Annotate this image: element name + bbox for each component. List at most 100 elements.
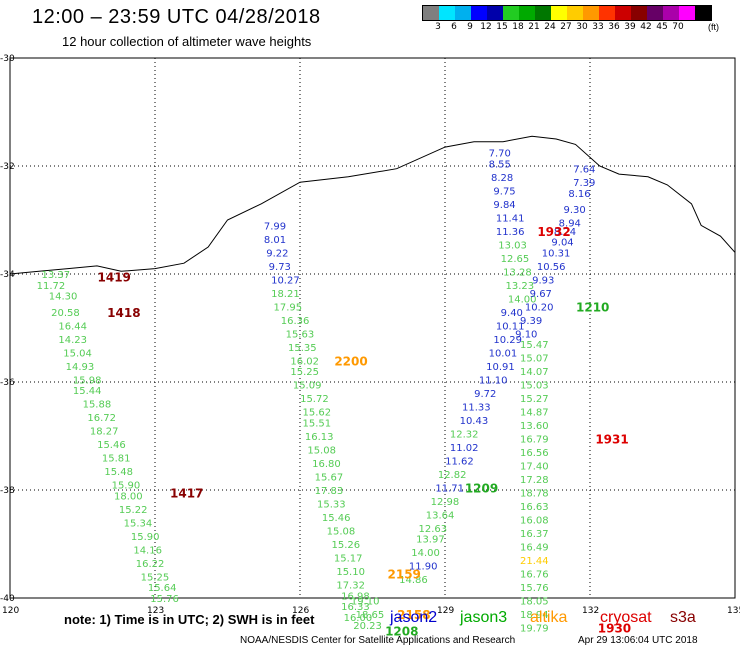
swh-value: 20.23 [353, 621, 382, 632]
pass-time-label: 1417 [170, 487, 203, 501]
swh-value: 10.27 [271, 275, 300, 286]
swh-value: 14.86 [399, 575, 428, 586]
swh-value: 14.30 [49, 292, 78, 303]
pass-time-label: 1210 [576, 300, 609, 314]
swh-value: 17.40 [520, 462, 549, 473]
swh-value: 10.01 [489, 348, 518, 359]
pass-time-label: 1932 [537, 225, 570, 239]
swh-value: 11.72 [37, 281, 66, 292]
swh-value: 12.63 [419, 524, 448, 535]
swh-value: 15.67 [315, 473, 344, 484]
swh-value: 16.37 [520, 529, 549, 540]
color-swatch [503, 6, 519, 20]
swh-value: 16.56 [520, 448, 549, 459]
color-scale-tick: 24 [544, 22, 556, 32]
swh-value: 15.22 [119, 505, 148, 516]
swh-value: 9.73 [269, 262, 291, 273]
lon-axis-label: 120 [2, 606, 19, 616]
swh-value: 8.01 [264, 235, 286, 246]
color-swatch [663, 6, 679, 20]
swh-value: 10.31 [542, 248, 571, 259]
swh-value: 15.33 [317, 500, 346, 511]
swh-value: 15.62 [303, 408, 332, 419]
swh-value: 15.26 [332, 540, 361, 551]
swh-value: 16.08 [520, 516, 549, 527]
swh-value: 14.87 [520, 408, 549, 419]
swh-value: 16.33 [341, 602, 370, 613]
swh-value: 16.02 [290, 356, 319, 367]
swh-value: 17.83 [315, 486, 344, 497]
swh-value: 21.44 [520, 556, 549, 567]
swh-value: 16.22 [136, 559, 165, 570]
swh-value: 16.76 [520, 570, 549, 581]
swh-value: 15.64 [148, 583, 177, 594]
swh-value: 11.36 [496, 227, 525, 238]
swh-value: 18.05 [520, 597, 549, 608]
color-scale-tick: 3 [435, 22, 441, 32]
swh-value: 11.10 [479, 375, 508, 386]
swh-value: 12.65 [501, 254, 530, 265]
footer-timestamp: Apr 29 13:06:04 UTC 2018 [578, 635, 698, 646]
color-swatch [439, 6, 455, 20]
swh-value: 10.91 [486, 362, 515, 373]
swh-value: 15.46 [322, 513, 351, 524]
swh-value: 9.40 [501, 308, 523, 319]
swh-value: 11.62 [445, 456, 474, 467]
legend-s3a: s3a [670, 609, 696, 626]
swh-value: 9.10 [515, 329, 537, 340]
swh-value: 16.49 [520, 543, 549, 554]
swh-value: 15.09 [293, 381, 322, 392]
swh-value: 15.04 [63, 348, 92, 359]
coastline [9, 135, 736, 275]
lon-axis-label: 129 [437, 606, 454, 616]
swh-value: 18.00 [114, 491, 143, 502]
swh-value: 15.25 [290, 367, 319, 378]
swh-value: 17.28 [520, 475, 549, 486]
swh-value: 18.94 [520, 610, 549, 621]
swh-value: 15.90 [131, 532, 160, 543]
color-scale-tick: 70 [672, 22, 684, 32]
swh-value: 16.13 [305, 432, 334, 443]
legend-jason3: jason3 [460, 609, 508, 626]
color-scale-tick: 21 [528, 22, 540, 32]
color-swatch [567, 6, 583, 20]
swh-value: 16.36 [281, 316, 310, 327]
color-scale-tick: 9 [467, 22, 473, 32]
color-swatch [631, 6, 647, 20]
swh-value: 15.90 [112, 481, 141, 492]
color-scale-tick: 39 [624, 22, 636, 32]
swh-value: 16.98 [341, 591, 370, 602]
color-scale-tick: 36 [608, 22, 620, 32]
swh-value: 9.84 [493, 200, 515, 211]
swh-value: 15.98 [73, 375, 102, 386]
map-title: 12:00 – 23:59 UTC 04/28/2018 [32, 6, 321, 28]
color-scale-tick: 12 [480, 22, 492, 32]
color-swatch [519, 6, 535, 20]
color-swatch [647, 6, 663, 20]
color-swatch [583, 6, 599, 20]
color-swatch [487, 6, 503, 20]
color-swatch [471, 6, 487, 20]
swh-value: 11.02 [450, 443, 479, 454]
swh-value: 14.07 [520, 367, 549, 378]
swh-value: 15.34 [124, 518, 153, 529]
pass-time-label: 2200 [334, 354, 367, 368]
color-scale-labels: 3 6 9 12 15 18 21 24 27 30 33 36 39 42 45 70 [422, 22, 722, 36]
swh-value: 9.93 [532, 275, 554, 286]
lat-axis-label: -30 [0, 54, 15, 64]
swh-value: 8.55 [489, 159, 511, 170]
legend-cryosat: cryosat [600, 609, 652, 626]
lat-axis-label: -34 [0, 270, 15, 280]
swh-value: 15.46 [97, 440, 126, 451]
swh-value: 7.64 [573, 165, 595, 176]
swh-value: 15.81 [102, 454, 131, 465]
swh-value: 16.00 [344, 613, 373, 624]
pass-time-label: 1930 [598, 622, 631, 636]
swh-value: 13.60 [520, 421, 549, 432]
swh-value: 10.56 [537, 262, 566, 273]
unit-label: (ft) [708, 22, 719, 32]
swh-value: 15.47 [520, 340, 549, 351]
map-frame [9, 57, 736, 599]
swh-value: 9.30 [564, 205, 586, 216]
swh-value: 19.10 [351, 597, 380, 608]
